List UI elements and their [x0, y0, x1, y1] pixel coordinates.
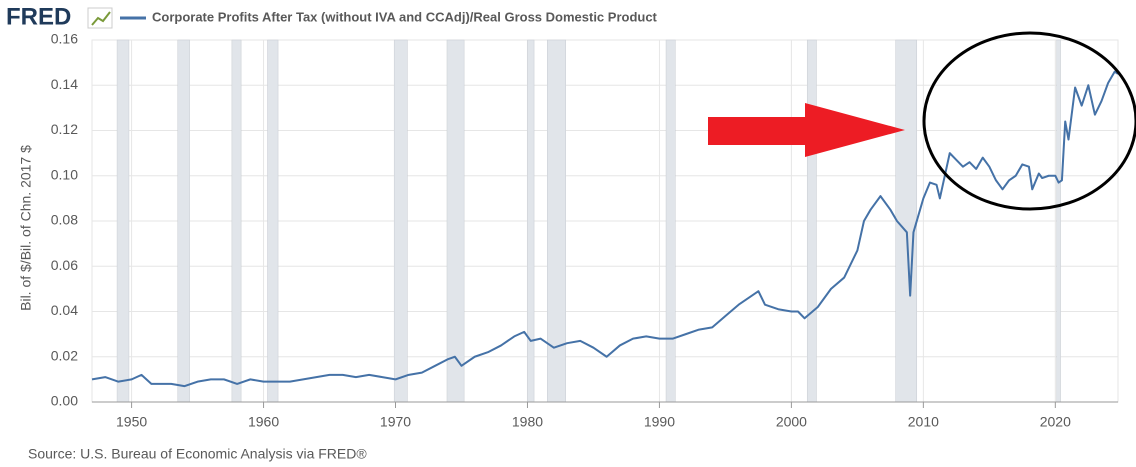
- recession-band: [895, 39, 918, 403]
- annotations: [708, 31, 1136, 211]
- y-tick-label: 0.06: [51, 257, 78, 273]
- recession-band: [806, 39, 817, 403]
- x-tick-label: 1960: [248, 414, 279, 430]
- y-tick-label: 0.16: [51, 31, 78, 47]
- recession-band: [177, 39, 190, 403]
- y-tick-label: 0.04: [51, 302, 78, 318]
- y-tick-label: 0.02: [51, 347, 78, 363]
- y-tick-label: 0.12: [51, 121, 78, 137]
- logo: FRED: [6, 3, 71, 30]
- legend-label: Corporate Profits After Tax (without IVA…: [152, 9, 658, 24]
- x-tick-label: 1950: [116, 414, 147, 430]
- recession-band: [393, 39, 408, 403]
- series-line: [91, 70, 1119, 388]
- y-tick-label: 0.00: [51, 393, 78, 409]
- recession-band: [446, 39, 465, 403]
- y-tick-label: 0.10: [51, 166, 78, 182]
- y-tick-label: 0.14: [51, 76, 78, 92]
- recession-band: [116, 39, 130, 403]
- x-tick-label: 2010: [908, 414, 939, 430]
- recession-band: [267, 39, 279, 403]
- x-tick-label: 2020: [1040, 414, 1071, 430]
- x-tick-label: 1980: [512, 414, 543, 430]
- circle-highlight: [922, 31, 1136, 211]
- recession-band: [231, 39, 242, 403]
- recession-band: [1056, 39, 1061, 403]
- recession-band: [527, 39, 535, 403]
- x-tick-label: 1970: [380, 414, 411, 430]
- logo-icon-frame: [87, 7, 113, 29]
- logo-icon: [91, 11, 111, 26]
- recession-band: [665, 39, 676, 403]
- y-axis-label: Bil. of $/Bil. of Chn. 2017 $: [18, 145, 34, 311]
- y-tick-label: 0.08: [51, 212, 78, 228]
- x-tick-label: 2000: [776, 414, 807, 430]
- x-tick-label: 1990: [644, 414, 675, 430]
- arrow: [708, 103, 905, 157]
- plot-area: 0.00 0.02 0.04 0.06 0.08 0.10 0.12 0.14 0.16 1950…: [51, 31, 1119, 430]
- source: Source: U.S. Bureau of Economic Analysis…: [28, 446, 367, 462]
